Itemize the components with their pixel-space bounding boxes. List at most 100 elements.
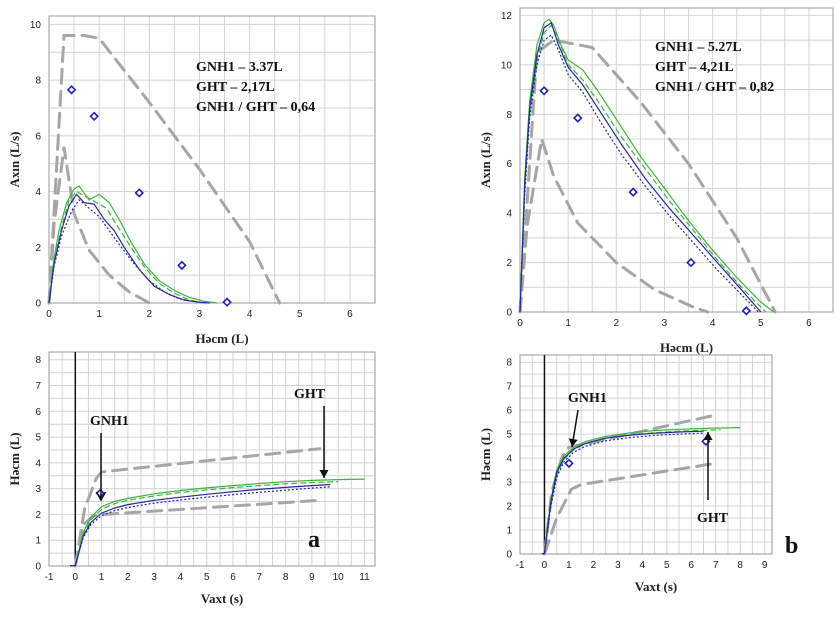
y-tick-label: 7 bbox=[506, 382, 512, 393]
y-tick-label: 5 bbox=[506, 430, 512, 441]
annotation-label-ght: GHT bbox=[697, 511, 729, 526]
x-axis-label: Həcm (L) bbox=[195, 331, 248, 346]
series-line bbox=[519, 21, 762, 313]
x-tick-label: 0 bbox=[542, 560, 548, 571]
annotation-label-gnh1: GNH1 bbox=[90, 414, 129, 429]
annotation-text: GHT – 2,17L bbox=[196, 80, 275, 95]
predicted-point-marker bbox=[66, 85, 77, 95]
y-axis-label: Axın (L/s) bbox=[478, 132, 493, 188]
annotation-text: GHT – 4,21L bbox=[655, 60, 734, 75]
x-tick-label: 3 bbox=[151, 572, 157, 583]
x-tick-label: 5 bbox=[758, 318, 764, 329]
x-tick-label: 9 bbox=[762, 560, 768, 571]
x-tick-label: -1 bbox=[516, 560, 525, 571]
x-tick-label: 2 bbox=[614, 318, 620, 329]
chart-b-volume-time: -1 0 1 2 3 4 5 6 7 8 9 0 1 2 3 4 5 6 7 8 Vaxt (s) Həcm (L) GNH… bbox=[478, 354, 798, 594]
arrow-head bbox=[703, 432, 713, 440]
x-tick-label: 4 bbox=[247, 309, 253, 320]
x-tick-label: 3 bbox=[197, 309, 203, 320]
y-tick-label: 6 bbox=[506, 406, 512, 417]
y-tick-label: 0 bbox=[35, 299, 41, 310]
predicted-point-marker bbox=[89, 111, 99, 122]
y-tick-label: 8 bbox=[506, 358, 512, 369]
y-tick-label: 1 bbox=[506, 526, 512, 537]
predicted-point-marker bbox=[177, 260, 187, 271]
y-tick-label: 6 bbox=[35, 407, 41, 418]
x-tick-label: 5 bbox=[204, 572, 210, 583]
x-tick-label: 1 bbox=[99, 572, 105, 583]
x-tick-label: -1 bbox=[45, 572, 54, 583]
predicted-limit-line bbox=[543, 414, 713, 556]
x-tick-label: 1 bbox=[96, 309, 102, 320]
y-tick-label: 2 bbox=[35, 243, 41, 254]
series-line bbox=[48, 190, 205, 304]
predicted-point-marker bbox=[686, 257, 696, 268]
series-line bbox=[519, 18, 775, 313]
x-axis-label: Həcm (L) bbox=[660, 340, 713, 355]
series-line bbox=[519, 34, 759, 313]
x-tick-label: 4 bbox=[710, 318, 716, 329]
predicted-point-marker bbox=[741, 306, 752, 316]
predicted-point-marker bbox=[628, 187, 638, 197]
x-tick-label: 1 bbox=[565, 318, 571, 329]
y-tick-label: 2 bbox=[506, 502, 512, 513]
plot-frame bbox=[519, 7, 834, 313]
x-tick-label: 2 bbox=[591, 560, 597, 571]
x-tick-label: 2 bbox=[147, 309, 153, 320]
y-axis-label: Həcm (L) bbox=[478, 428, 493, 481]
series-line bbox=[69, 486, 331, 567]
x-tick-label: 5 bbox=[297, 309, 303, 320]
y-tick-label: 1 bbox=[35, 536, 41, 547]
panel-label-a: a bbox=[308, 527, 320, 553]
predicted-limit-line bbox=[47, 34, 282, 305]
predicted-point-marker bbox=[539, 86, 549, 96]
x-tick-label: 4 bbox=[178, 572, 184, 583]
x-tick-label: 1 bbox=[566, 560, 572, 571]
x-tick-label: 6 bbox=[806, 318, 812, 329]
x-tick-label: 6 bbox=[230, 572, 236, 583]
x-axis-label: Vaxt (s) bbox=[635, 579, 678, 594]
y-tick-label: 5 bbox=[35, 433, 41, 444]
x-tick-label: 9 bbox=[309, 572, 315, 583]
series-line bbox=[48, 185, 218, 304]
plot-frame bbox=[519, 354, 773, 555]
y-tick-label: 4 bbox=[35, 187, 41, 198]
panel-label-b: b bbox=[785, 533, 798, 559]
y-tick-label: 4 bbox=[506, 209, 512, 220]
series-line bbox=[541, 432, 704, 555]
y-tick-label: 4 bbox=[35, 458, 41, 469]
predicted-point-marker bbox=[222, 297, 232, 307]
annotation-text: GNH1 – 5.27L bbox=[655, 40, 742, 55]
x-tick-label: 6 bbox=[688, 560, 694, 571]
y-tick-label: 10 bbox=[501, 60, 513, 71]
x-tick-label: 10 bbox=[333, 572, 345, 583]
x-tick-label: 3 bbox=[662, 318, 668, 329]
y-axis-label: Axın (L/s) bbox=[7, 132, 22, 188]
predicted-limit-line bbox=[518, 138, 710, 314]
y-tick-label: 6 bbox=[506, 159, 512, 170]
annotation-label-ght: GHT bbox=[294, 387, 326, 402]
x-tick-label: 2 bbox=[125, 572, 131, 583]
series-line bbox=[69, 481, 339, 567]
x-tick-label: 7 bbox=[257, 572, 263, 583]
predicted-point-marker bbox=[134, 188, 145, 198]
series-line bbox=[48, 199, 205, 304]
annotation-text: GNH1 / GHT – 0,82 bbox=[655, 80, 774, 95]
x-tick-label: 0 bbox=[46, 309, 52, 320]
annotation-text: GNH1 / GHT – 0,64 bbox=[196, 100, 315, 115]
plot-frame bbox=[48, 15, 376, 304]
y-tick-label: 2 bbox=[506, 258, 512, 269]
y-tick-label: 8 bbox=[35, 76, 41, 87]
predicted-limit-line bbox=[73, 498, 322, 568]
x-tick-label: 0 bbox=[73, 572, 79, 583]
plot-frame bbox=[48, 351, 376, 567]
annotation-text: GNH1 – 3.37L bbox=[196, 60, 283, 75]
y-tick-label: 0 bbox=[506, 308, 512, 319]
y-tick-label: 4 bbox=[506, 454, 512, 465]
arrow-head bbox=[319, 470, 329, 478]
y-tick-label: 6 bbox=[35, 131, 41, 142]
x-tick-label: 0 bbox=[517, 318, 523, 329]
y-tick-label: 10 bbox=[30, 20, 42, 31]
